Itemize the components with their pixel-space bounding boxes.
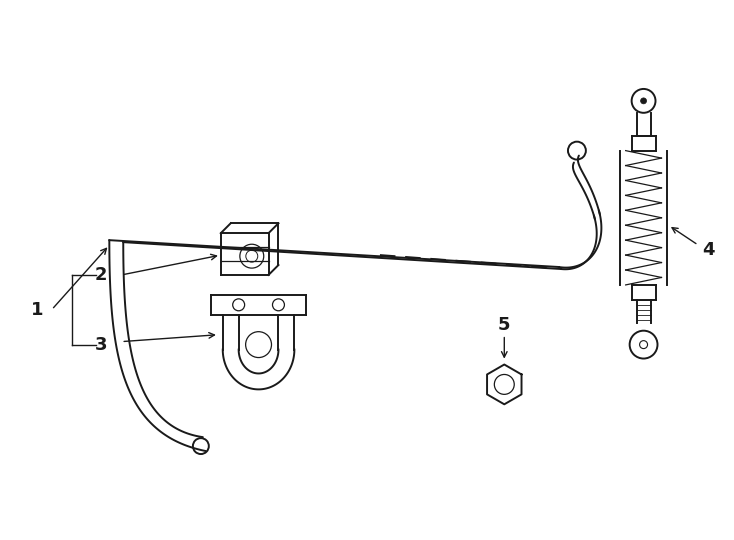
Text: 2: 2 bbox=[95, 266, 108, 284]
Circle shape bbox=[641, 98, 647, 104]
Text: 3: 3 bbox=[95, 336, 108, 354]
Text: 5: 5 bbox=[498, 316, 511, 334]
Text: 4: 4 bbox=[702, 241, 714, 259]
Text: 1: 1 bbox=[30, 301, 43, 319]
